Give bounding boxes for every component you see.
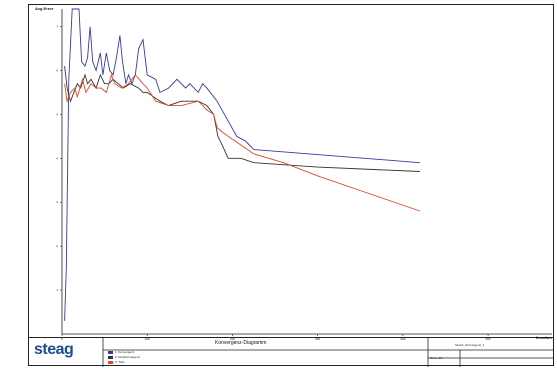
y-tick-label: 6: [56, 68, 58, 72]
x-tick-label: 500: [486, 337, 491, 341]
series-line-1: [64, 8, 420, 321]
legend-swatch: [108, 350, 113, 354]
footer-top-right: Seriell_Konvergenz_1: [455, 343, 485, 347]
series-line-2: [64, 66, 420, 172]
y-tick-label: 5: [56, 112, 58, 116]
y-tick-label: 7: [56, 25, 58, 29]
x-tick-label: 200: [230, 337, 235, 341]
legend-item: 3: Tiefe: [108, 360, 125, 364]
legend-swatch: [108, 355, 113, 359]
y-tick-label: 3: [56, 200, 58, 204]
title-block: [28, 337, 554, 367]
x-tick-label: 100: [145, 337, 150, 341]
legend-item: 1: Konvergenz: [108, 350, 134, 354]
legend-label: 3: Tiefe: [115, 360, 125, 364]
y-tick-label: 4: [56, 156, 58, 160]
footer-title: Konvergenz-Diagramm: [215, 340, 267, 346]
steag-logo: steag: [34, 341, 74, 358]
y-tick-label: 1: [56, 288, 58, 292]
series-line-3: [64, 73, 421, 212]
legend-label: 1: Konvergenz: [115, 350, 135, 354]
footer-page: Seite: 1/1: [430, 356, 443, 360]
x-tick-label: 300: [315, 337, 320, 341]
legend-item: 2: Restkonvergenz: [108, 355, 140, 359]
y-axis-label: Avg Error: [35, 6, 54, 11]
legend-swatch: [108, 360, 113, 364]
y-tick-label: 2: [56, 244, 58, 248]
title-block-grid: [102, 338, 554, 367]
x-tick-label: 400: [400, 337, 405, 341]
legend-label: 2: Restkonvergenz: [115, 355, 141, 359]
chart-frame: [28, 4, 554, 366]
x-tick-label: 0: [61, 337, 63, 341]
